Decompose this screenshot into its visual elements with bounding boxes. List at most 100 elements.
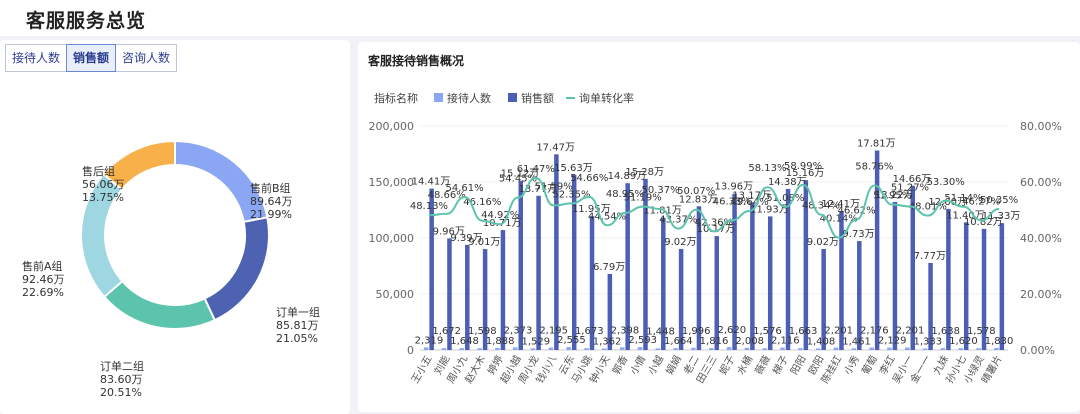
label-conversion: 58.99%	[784, 161, 822, 172]
bar-sales	[946, 208, 951, 350]
bar-visitors	[744, 347, 750, 350]
label-visitors: 2,373	[504, 325, 533, 336]
bar-sales	[500, 230, 506, 350]
bar-visitors	[905, 347, 910, 350]
combo-chart: 指标名称 接待人数 销售额 询单转化率 200,000 80.00% 150,000 60.0…	[369, 91, 1062, 385]
label-conversion: 53.30%	[927, 177, 965, 188]
label-conversion: 44.92%	[481, 210, 519, 221]
bars	[423, 150, 1005, 350]
label-visitors: 1,598	[468, 326, 497, 337]
label-sales: 11.40万	[946, 210, 985, 221]
bar-sales	[465, 244, 470, 350]
label-visitors: 1,816	[700, 336, 729, 347]
label-visitors: 1,620	[949, 336, 978, 347]
bar-sales	[714, 236, 719, 350]
bar-sales	[750, 202, 755, 350]
label-conversion: 51.95%	[873, 191, 911, 202]
label-visitors: 2,620	[717, 325, 746, 336]
metric-tabs: 接待人数 销售额 咨询人数	[5, 44, 178, 72]
label-visitors: 1,673	[575, 326, 604, 337]
bar-sales	[447, 238, 452, 350]
bar-sales	[661, 217, 666, 350]
bar-visitors	[833, 347, 839, 350]
x-tick-label: 郭香	[609, 353, 630, 377]
label-visitors: 1,888	[486, 336, 515, 347]
bar-visitors	[619, 347, 625, 350]
label-conversion: 50.35%	[980, 195, 1018, 206]
bar-sales	[536, 195, 541, 350]
top-bar: 客服服务总览	[0, 0, 1080, 36]
bar-visitors	[566, 347, 571, 350]
label-conversion: 52.35%	[552, 189, 590, 200]
label-conversion: 48.95%	[606, 189, 644, 200]
bar-visitors	[762, 348, 767, 350]
bar-visitors	[441, 348, 447, 350]
y-right-tick: 80.00%	[1020, 120, 1062, 133]
bar-visitors	[958, 348, 963, 350]
bar-visitors	[548, 347, 554, 350]
donut-slice	[102, 139, 176, 191]
label-sales: 7.77万	[914, 251, 946, 262]
donut-label-value: 89.64万	[250, 195, 293, 208]
y-left-tick: 50,000	[376, 288, 415, 301]
label-conversion: 51.27%	[891, 182, 929, 193]
label-sales: 13.22万	[875, 190, 914, 201]
donut-label-pct: 20.51%	[100, 386, 142, 399]
label-sales: 12.41万	[821, 199, 860, 210]
label-visitors: 1,664	[664, 336, 693, 347]
y-right-tick: 0.00%	[1020, 344, 1055, 357]
label-visitors: 2,008	[735, 336, 764, 347]
label-conversion: 54.45%	[499, 174, 537, 185]
donut-label-pct: 21.05%	[276, 332, 318, 345]
donut-label-name: 订单一组	[276, 305, 320, 319]
tab-visitors[interactable]: 接待人数	[5, 44, 68, 72]
bar-visitors	[495, 347, 500, 350]
bar-visitors	[655, 348, 661, 350]
bar-visitors	[691, 347, 696, 350]
bar-visitors	[637, 347, 643, 350]
bar-sales	[643, 178, 648, 350]
bar-sales	[910, 185, 915, 350]
chart-legend: 指标名称 接待人数 销售额 询单转化率	[374, 91, 634, 105]
y-right-tick: 20.00%	[1020, 288, 1062, 301]
label-visitors: 2,176	[860, 326, 889, 337]
bar-visitors	[780, 347, 785, 350]
bar-sales	[892, 201, 898, 350]
donut-label-pct: 13.75%	[82, 191, 124, 204]
label-conversion: 58.76%	[855, 161, 893, 172]
label-sales: 12.60万	[928, 197, 967, 208]
label-sales: 11.93万	[750, 204, 789, 215]
tab-sales[interactable]: 销售额	[66, 44, 117, 72]
bar-sales	[767, 216, 773, 350]
bar-sales	[963, 222, 969, 350]
label-sales: 13.96万	[714, 182, 753, 193]
label-conversion: 42.36%	[695, 217, 733, 228]
donut-slice	[102, 279, 217, 330]
label-visitors: 1,461	[842, 336, 871, 347]
label-visitors: 2,201	[896, 326, 925, 337]
label-conversion: 58.13%	[748, 163, 786, 174]
legend-label: 接待人数	[447, 91, 491, 105]
bar-sales	[999, 223, 1005, 350]
tab-inquiries[interactable]: 咨询人数	[115, 44, 178, 72]
label-sales: 12.83万	[679, 194, 718, 205]
label-visitors: 2,195	[539, 326, 568, 337]
bar-visitors	[709, 347, 714, 350]
x-tick-label: 小秀	[842, 353, 862, 376]
bar-sales	[678, 248, 684, 350]
label-conversion: 54.66%	[570, 173, 608, 184]
label-sales: 17.47万	[536, 142, 575, 153]
label-visitors: 2,398	[611, 325, 640, 336]
bar-visitors	[726, 347, 732, 350]
donut-label-pct: 22.69%	[22, 286, 64, 299]
donut-label-name: 售后组	[82, 164, 115, 178]
label-sales: 11.81万	[643, 206, 682, 217]
donut-label-value: 56.06万	[82, 178, 125, 191]
label-visitors: 1,448	[646, 326, 675, 337]
label-conversion: 54.61%	[445, 183, 483, 194]
bar-visitors	[423, 347, 429, 350]
